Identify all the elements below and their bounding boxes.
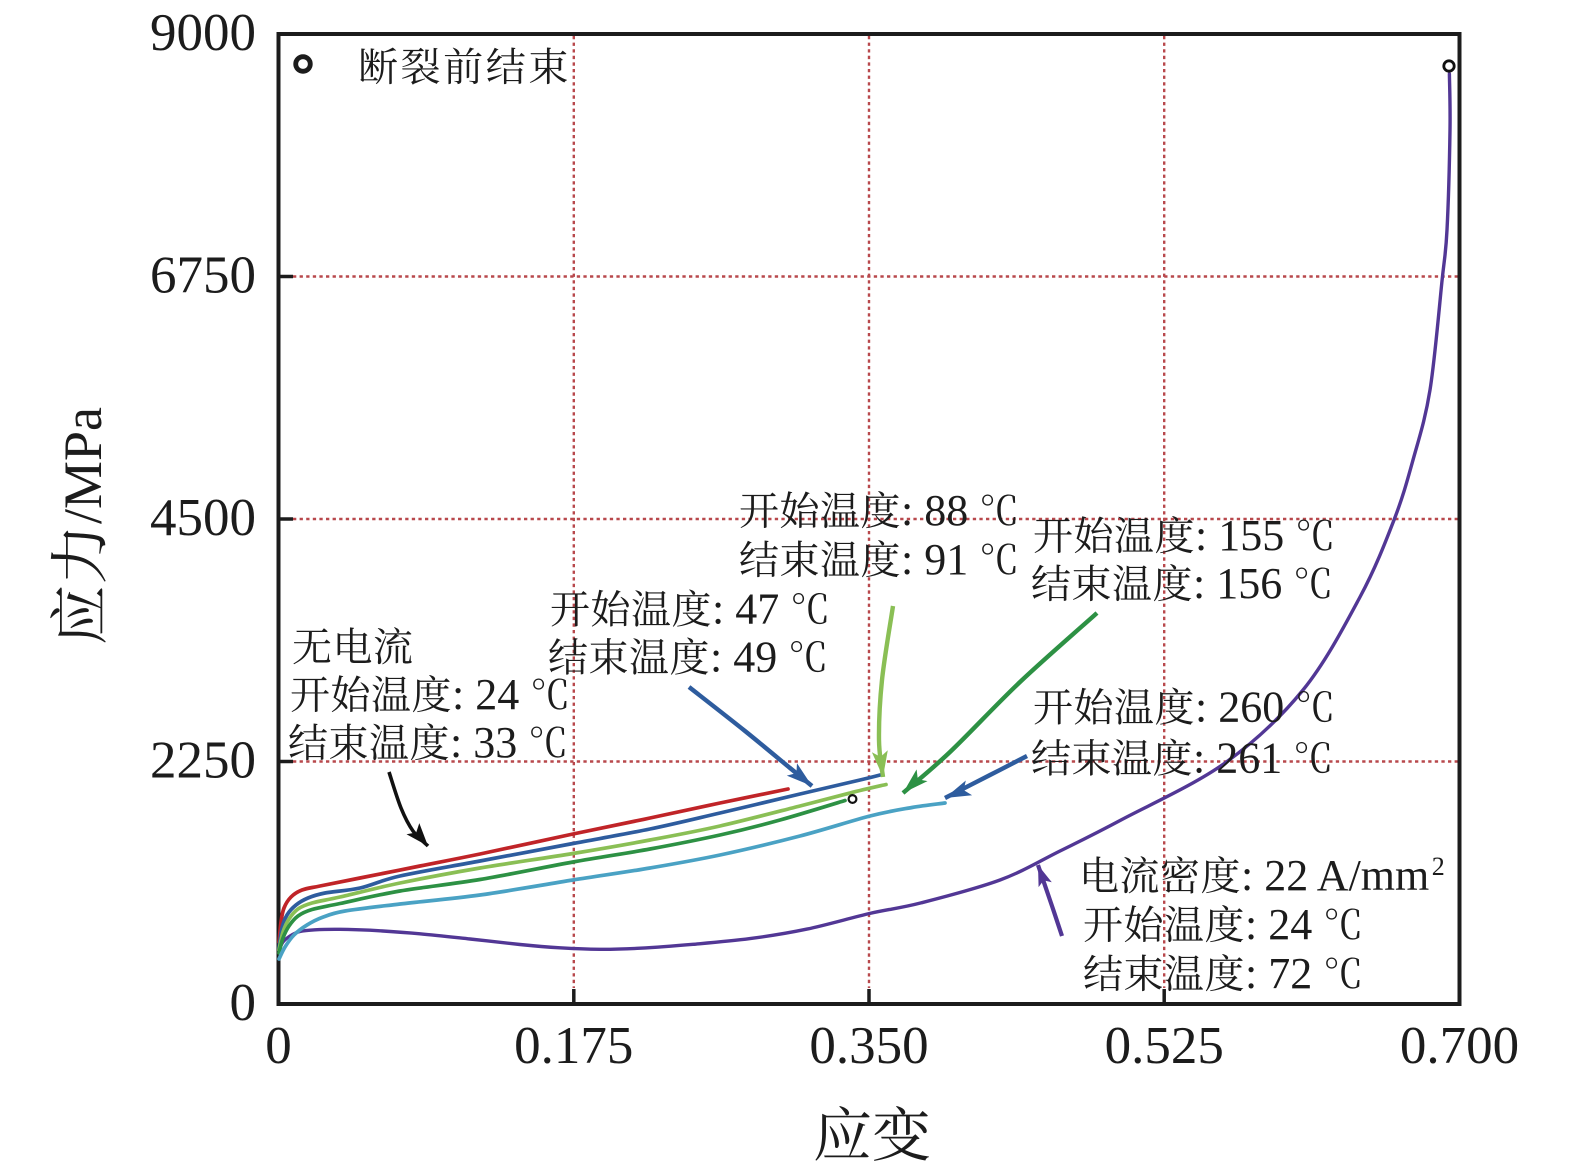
svg-text:/MPa: /MPa [53, 407, 113, 524]
svg-text:9000: 9000 [150, 4, 256, 62]
svg-text:: 155: : 155 [1195, 511, 1284, 560]
svg-text:: 24: : 24 [1245, 900, 1312, 949]
svg-text:0.700: 0.700 [1400, 1017, 1519, 1075]
svg-text:4500: 4500 [150, 489, 256, 547]
svg-text:6750: 6750 [150, 247, 256, 305]
svg-text:0: 0 [265, 1017, 292, 1075]
svg-text:: 156: : 156 [1193, 559, 1282, 608]
svg-text:: 88: : 88 [901, 486, 968, 535]
svg-text:: 72: : 72 [1245, 949, 1312, 998]
svg-text:: 33: : 33 [450, 718, 517, 767]
svg-text:0: 0 [230, 974, 257, 1032]
svg-text:0.525: 0.525 [1105, 1017, 1224, 1075]
svg-text:0.175: 0.175 [514, 1017, 633, 1075]
svg-text:2: 2 [1432, 852, 1445, 881]
svg-text:: 91: : 91 [901, 535, 968, 584]
svg-text:: 22 A/mm: : 22 A/mm [1241, 851, 1429, 900]
svg-text:2250: 2250 [150, 732, 256, 790]
svg-text:: 24: : 24 [452, 670, 519, 719]
svg-text:: 260: : 260 [1195, 683, 1284, 732]
svg-text:0.350: 0.350 [809, 1017, 928, 1075]
svg-text:: 49: : 49 [710, 633, 777, 682]
svg-text:: 261: : 261 [1193, 734, 1282, 783]
svg-text:: 47: : 47 [712, 585, 779, 634]
